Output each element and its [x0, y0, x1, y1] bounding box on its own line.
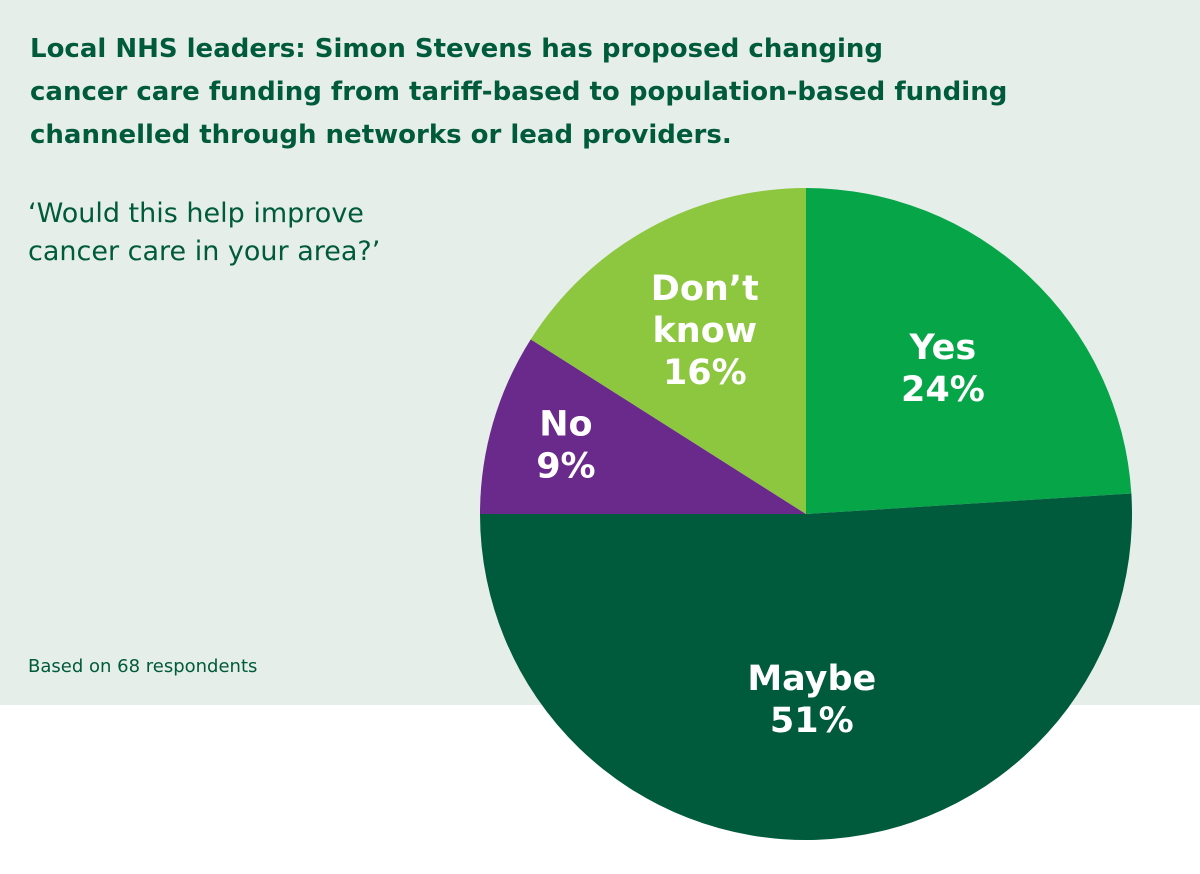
slice-category-label: Yes — [909, 328, 977, 368]
pie-slice-dontknow — [530, 188, 806, 514]
slice-category-label: know — [653, 311, 758, 351]
respondents-note: Based on 68 respondents — [28, 656, 258, 677]
chart-title-line: channelled through networks or lead prov… — [30, 120, 732, 150]
chart-title: Local NHS leaders: Simon Stevens has pro… — [30, 28, 1130, 157]
slice-category-label: Maybe — [747, 659, 876, 699]
chart-title-line: Local NHS leaders: Simon Stevens has pro… — [30, 34, 884, 64]
slice-value-label: 51% — [770, 701, 854, 741]
survey-question-line: ‘Would this help improve — [28, 198, 364, 229]
slice-value-label: 16% — [663, 353, 747, 393]
survey-question-line: cancer care in your area?’ — [28, 236, 381, 267]
pie-slice-maybe — [480, 493, 1132, 841]
survey-question: ‘Would this help improve cancer care in … — [28, 195, 380, 271]
slice-category-label: Don’t — [651, 269, 759, 309]
chart-title-line: cancer care funding from tariff-based to… — [30, 77, 1008, 107]
pie-slice-yes — [806, 188, 1132, 514]
pie-slice-no — [480, 339, 806, 514]
slice-value-label: 24% — [901, 370, 985, 410]
slice-category-label: No — [539, 404, 592, 444]
slice-value-label: 9% — [536, 446, 595, 486]
